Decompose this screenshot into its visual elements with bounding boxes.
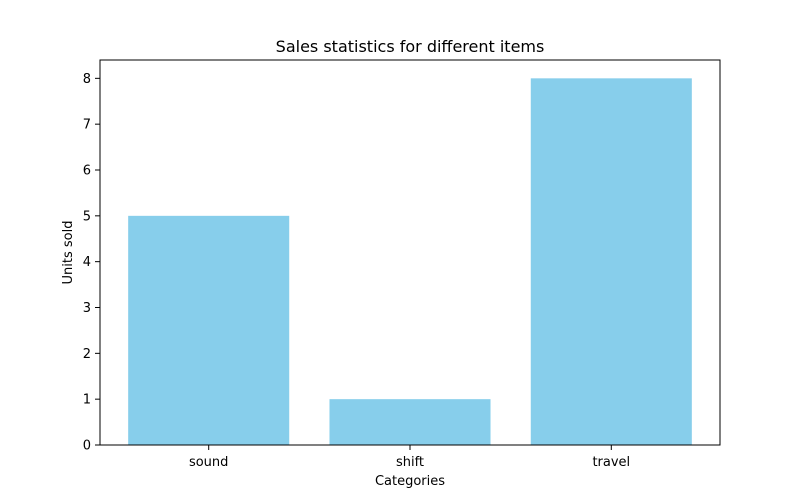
y-tick-label: 5 [83, 209, 91, 224]
y-tick-label: 4 [83, 255, 91, 270]
y-tick-label: 6 [83, 164, 91, 179]
x-tick-label: sound [189, 455, 228, 470]
bar-shift [329, 399, 491, 445]
chart-title: Sales statistics for different items [276, 37, 545, 56]
y-tick-label: 2 [83, 347, 91, 362]
y-axis-label: Units sold [61, 221, 76, 285]
y-axis: 0 1 2 3 4 5 6 7 8 [83, 72, 100, 454]
y-tick-label: 8 [83, 72, 91, 87]
y-tick-label: 0 [83, 439, 91, 454]
y-tick-label: 1 [83, 393, 91, 408]
bar-sound [128, 215, 290, 445]
x-tick-label: travel [592, 455, 630, 470]
x-tick-label: shift [396, 455, 424, 470]
bars-group [128, 78, 692, 445]
y-tick-label: 7 [83, 118, 91, 133]
y-tick-label: 3 [83, 301, 91, 316]
plot-frame [99, 59, 721, 446]
bar-travel [530, 78, 692, 445]
x-axis: sound shift travel [189, 445, 630, 470]
x-axis-label: Categories [375, 474, 445, 489]
